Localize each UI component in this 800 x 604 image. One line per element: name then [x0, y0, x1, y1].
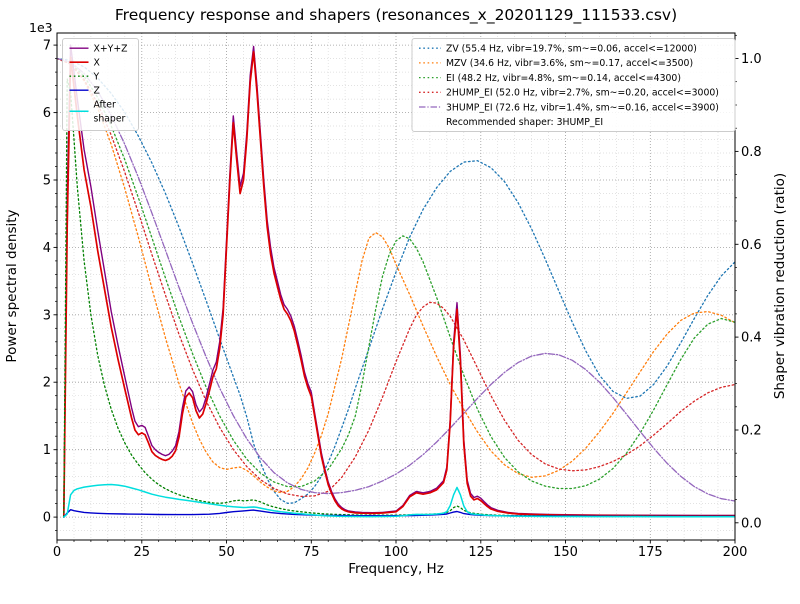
legend-label-ei: EI (48.2 Hz, vibr=4.8%, sm~=0.14, accel<… — [446, 73, 681, 84]
shaper-curve-3hump_ei — [57, 57, 735, 502]
y-axis-label-right: Shaper vibration reduction (ratio) — [772, 172, 788, 400]
y-axis-label-left: Power spectral density — [4, 209, 20, 363]
y-left-tick-label: 0 — [43, 511, 51, 526]
x-tick-label: 200 — [723, 545, 748, 560]
shaper-legend: ZV (55.4 Hz, vibr=19.7%, sm~=0.06, accel… — [411, 38, 736, 132]
legend-label-2hump_ei: 2HUMP_EI (52.0 Hz, vibr=2.7%, sm~=0.20, … — [446, 88, 719, 99]
x-tick-label: 0 — [53, 545, 61, 560]
y-right-tick-label: 0.8 — [741, 145, 762, 160]
legend-label-3hump_ei: 3HUMP_EI (72.6 Hz, vibr=1.4%, sm~=0.16, … — [446, 102, 719, 113]
y-left-tick-label: 1 — [43, 443, 51, 458]
x-tick-label: 25 — [134, 545, 151, 560]
psd-curve-z — [63, 509, 735, 518]
y-left-tick-label: 3 — [43, 308, 51, 323]
y-axis-offset-text: 1e3 — [29, 20, 53, 35]
y-right-tick-label: 0.4 — [741, 331, 762, 346]
legend-label-zv: ZV (55.4 Hz, vibr=19.7%, sm~=0.06, accel… — [446, 44, 697, 55]
legend-label-y: Y — [93, 72, 100, 83]
legend-label-after: After — [94, 100, 117, 111]
y-left-tick-label: 4 — [43, 241, 51, 256]
legend-label-z: Z — [94, 86, 100, 97]
x-tick-label: 50 — [218, 545, 235, 560]
x-tick-label: 175 — [638, 545, 663, 560]
shaper-curve-2hump_ei — [57, 57, 735, 498]
shaper-curve-zv — [57, 57, 735, 504]
legend-label-x: X — [94, 58, 101, 69]
y-left-tick-label: 6 — [43, 106, 51, 121]
y-left-tick-label: 7 — [43, 39, 51, 54]
chart-title: Frequency response and shapers (resonanc… — [114, 6, 678, 24]
x-tick-label: 100 — [384, 545, 409, 560]
y-right-tick-label: 0.2 — [741, 424, 762, 439]
x-tick-label: 75 — [303, 545, 320, 560]
x-tick-label: 150 — [553, 545, 578, 560]
legend-label-after: shaper — [94, 114, 126, 125]
y-right-tick-label: 0.0 — [741, 516, 762, 531]
psd-curve-y — [63, 78, 735, 518]
legend-label-sum: X+Y+Z — [94, 44, 128, 55]
legend-label-mzv: MZV (34.6 Hz, vibr=3.6%, sm~=0.17, accel… — [446, 58, 693, 69]
shaper-curve-mzv — [57, 57, 735, 494]
y-left-tick-label: 2 — [43, 376, 51, 391]
series-group — [57, 44, 735, 518]
psd-curve-x — [62, 51, 735, 518]
shaper-curve-ei — [57, 57, 735, 490]
shaper-legend-frame — [411, 38, 736, 132]
legend-label-recommended: Recommended shaper: 3HUMP_EI — [446, 117, 603, 128]
x-tick-label: 125 — [468, 545, 493, 560]
y-right-tick-label: 1.0 — [741, 52, 762, 67]
psd-legend: X+Y+Z XYZ After shaper — [62, 38, 139, 131]
y-right-tick-label: 0.6 — [741, 238, 762, 253]
y-left-tick-label: 5 — [43, 174, 51, 189]
psd-curve-after — [63, 483, 735, 518]
x-axis-label: Frequency, Hz — [348, 561, 444, 577]
